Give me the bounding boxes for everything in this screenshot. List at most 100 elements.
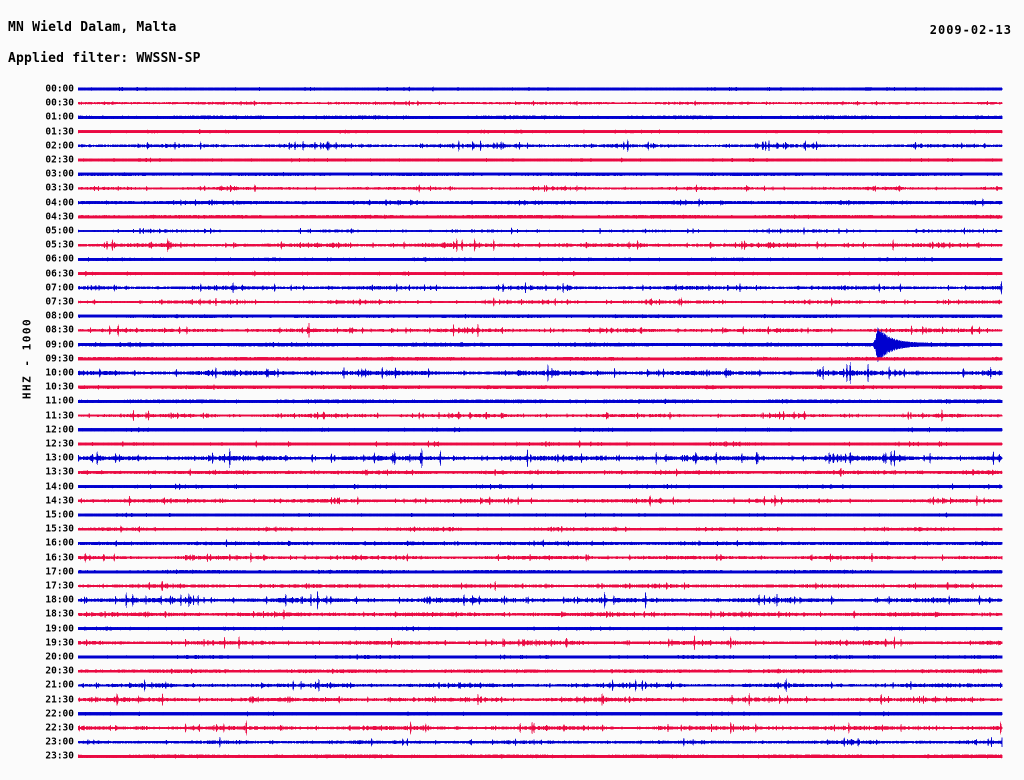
time-tick-label: 21:00 (45, 679, 74, 691)
seismic-trace (77, 635, 1003, 650)
seismic-trace (77, 538, 1003, 548)
time-tick-label: 11:30 (45, 409, 74, 421)
seismic-trace (77, 297, 1003, 307)
time-tick-label: 09:00 (45, 338, 74, 350)
seismic-trace (77, 580, 1003, 592)
time-tick-label: 19:00 (45, 622, 74, 634)
time-tick-label: 08:00 (45, 310, 74, 322)
time-axis-tick-labels: 00:00 00:30 01:00 01:30 02:00 02:30 03:00 03:30… (0, 0, 74, 780)
time-tick-label: 12:00 (45, 424, 74, 436)
seismic-trace (77, 256, 1003, 263)
seismic-trace (77, 609, 1003, 620)
time-tick-label: 14:30 (45, 495, 74, 507)
seismic-trace (77, 409, 1003, 422)
seismic-trace (77, 198, 1003, 207)
seismic-trace (77, 280, 1003, 295)
time-tick-label: 01:30 (45, 125, 74, 137)
time-tick-label: 11:00 (45, 395, 74, 407)
time-tick-label: 22:30 (45, 722, 74, 734)
time-tick-label: 03:30 (45, 182, 74, 194)
time-tick-label: 05:00 (45, 225, 74, 237)
time-tick-label: 07:30 (45, 296, 74, 308)
seismic-trace (77, 667, 1003, 675)
seismic-trace (77, 238, 1003, 252)
time-tick-label: 01:00 (45, 111, 74, 123)
time-tick-label: 23:00 (45, 736, 74, 748)
seismic-trace (77, 183, 1003, 193)
time-tick-label: 12:30 (45, 438, 74, 450)
seismic-trace (77, 86, 1003, 92)
seismic-trace (77, 313, 1003, 319)
seismic-trace (77, 157, 1003, 163)
time-tick-label: 22:00 (45, 708, 74, 720)
time-tick-label: 18:30 (45, 608, 74, 620)
time-tick-label: 08:30 (45, 324, 74, 336)
time-tick-label: 00:00 (45, 83, 74, 95)
time-tick-label: 10:00 (45, 367, 74, 379)
time-tick-label: 06:00 (45, 253, 74, 265)
seismic-trace (77, 448, 1003, 468)
seismic-trace (77, 323, 1003, 338)
time-tick-label: 04:00 (45, 196, 74, 208)
time-tick-label: 14:00 (45, 480, 74, 492)
seismic-trace (77, 552, 1003, 563)
seismic-trace (77, 383, 1003, 391)
time-tick-label: 05:30 (45, 239, 74, 251)
time-tick-label: 13:30 (45, 466, 74, 478)
seismic-trace (77, 99, 1003, 107)
seismic-trace (77, 710, 1003, 717)
seismic-trace (77, 753, 1003, 760)
seismic-trace (77, 692, 1003, 707)
seismic-trace (77, 495, 1003, 507)
seismic-trace (77, 129, 1003, 135)
time-tick-label: 07:00 (45, 282, 74, 294)
seismic-trace (77, 653, 1003, 661)
seismic-trace (77, 524, 1003, 534)
seismic-trace (77, 736, 1003, 748)
seismic-trace (77, 214, 1003, 220)
seismic-trace (77, 226, 1003, 236)
seismic-trace (77, 482, 1003, 491)
time-tick-label: 16:30 (45, 551, 74, 563)
seismic-trace (77, 139, 1003, 153)
seismic-trace (77, 426, 1003, 433)
time-tick-label: 09:30 (45, 353, 74, 365)
seismic-trace (77, 678, 1003, 693)
seismic-trace (77, 362, 1003, 384)
page-title: MN Wield Dalam, Malta (8, 20, 177, 35)
time-tick-label: 23:30 (45, 750, 74, 762)
seismic-trace (77, 270, 1003, 278)
time-tick-label: 10:30 (45, 381, 74, 393)
time-tick-label: 15:00 (45, 509, 74, 521)
seismic-trace (77, 356, 1003, 362)
seismic-trace (77, 327, 1003, 362)
seismic-trace (77, 590, 1003, 610)
time-tick-label: 19:30 (45, 637, 74, 649)
date-label: 2009-02-13 (929, 23, 1012, 37)
time-tick-label: 18:00 (45, 594, 74, 606)
seismic-trace (77, 398, 1003, 405)
time-tick-label: 21:30 (45, 693, 74, 705)
seismic-trace (77, 512, 1003, 518)
applied-filter-label: Applied filter: WWSSN-SP (8, 51, 201, 66)
time-tick-label: 17:30 (45, 580, 74, 592)
seismic-trace (77, 720, 1003, 736)
time-tick-label: 04:30 (45, 211, 74, 223)
seismic-trace (77, 114, 1003, 120)
seismic-trace (77, 466, 1003, 478)
time-tick-label: 20:30 (45, 665, 74, 677)
time-tick-label: 02:30 (45, 154, 74, 166)
seismic-trace (77, 569, 1003, 575)
time-tick-label: 17:00 (45, 566, 74, 578)
time-tick-label: 20:00 (45, 651, 74, 663)
time-tick-label: 06:30 (45, 267, 74, 279)
time-tick-label: 13:00 (45, 452, 74, 464)
time-tick-label: 15:30 (45, 523, 74, 535)
seismic-trace (77, 171, 1003, 177)
time-tick-label: 16:00 (45, 537, 74, 549)
time-tick-label: 00:30 (45, 97, 74, 109)
seismic-trace (77, 625, 1003, 632)
time-tick-label: 02:00 (45, 140, 74, 152)
